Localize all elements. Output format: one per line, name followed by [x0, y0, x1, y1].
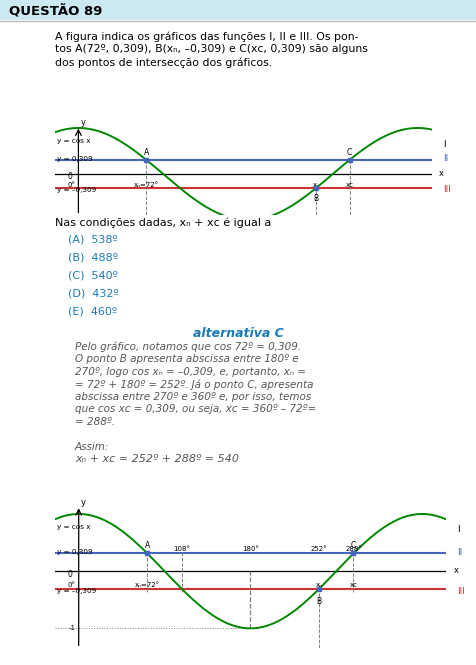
Text: A figura indica os gráficos das funções I, II e III. Os pon-: A figura indica os gráficos das funções … [55, 31, 358, 41]
Text: y = 0,309: y = 0,309 [57, 549, 92, 555]
Text: C: C [350, 541, 356, 550]
Text: tos A(72º, 0,309), B(xₙ, –0,309) e C(xᴄ, 0,309) são alguns: tos A(72º, 0,309), B(xₙ, –0,309) e C(xᴄ,… [55, 44, 367, 54]
Text: III: III [442, 185, 450, 194]
Text: (C)  540º: (C) 540º [68, 270, 118, 280]
Text: alternativa C: alternativa C [192, 327, 283, 340]
Text: x: x [438, 169, 443, 178]
Text: I: I [456, 525, 459, 535]
Text: 270º, logo cos xₙ = –0,309, e, portanto, xₙ =: 270º, logo cos xₙ = –0,309, e, portanto,… [75, 367, 306, 377]
Text: 180°: 180° [241, 546, 258, 553]
Text: y: y [80, 118, 85, 127]
Text: 0: 0 [67, 172, 72, 182]
Text: (A)  538º: (A) 538º [68, 234, 118, 244]
Text: xₙ=72°: xₙ=72° [135, 582, 159, 588]
Text: B: B [316, 597, 321, 606]
Text: y = –0,309: y = –0,309 [57, 588, 96, 595]
Text: Nas condições dadas, xₙ + xᴄ é igual a: Nas condições dadas, xₙ + xᴄ é igual a [55, 217, 271, 227]
Text: (D)  432º: (D) 432º [68, 288, 119, 298]
Text: abscissa entre 270º e 360º e, por isso, temos: abscissa entre 270º e 360º e, por isso, … [75, 392, 311, 402]
Text: y = cos x: y = cos x [57, 523, 90, 529]
Text: II: II [456, 548, 462, 557]
Text: I: I [442, 140, 445, 148]
Text: C: C [347, 148, 352, 157]
Text: 252°: 252° [310, 546, 327, 553]
Text: x: x [453, 565, 457, 575]
Text: Assim:: Assim: [75, 442, 109, 452]
Text: xₙ + xᴄ = 252º + 288º = 540: xₙ + xᴄ = 252º + 288º = 540 [75, 454, 238, 464]
Text: 0°: 0° [68, 582, 76, 588]
Text: xᴄ: xᴄ [345, 182, 353, 188]
Text: y = cos x: y = cos x [57, 138, 90, 144]
Text: y = 0,309: y = 0,309 [57, 156, 92, 162]
Text: = 288º.: = 288º. [75, 417, 115, 427]
Text: 288°: 288° [344, 546, 361, 553]
Text: xᴄ: xᴄ [349, 582, 357, 588]
Text: 0: 0 [67, 570, 72, 579]
Text: -1: -1 [69, 625, 76, 631]
Text: dos pontos de intersecção dos gráficos.: dos pontos de intersecção dos gráficos. [55, 57, 271, 68]
Text: A: A [143, 148, 149, 157]
Text: Pelo gráfico, notamos que cos 72º = 0,309.: Pelo gráfico, notamos que cos 72º = 0,30… [75, 342, 300, 352]
Text: xₙ: xₙ [315, 582, 322, 588]
Text: xₙ: xₙ [312, 182, 318, 188]
Text: 108°: 108° [173, 546, 190, 553]
Text: que cos xᴄ = 0,309, ou seja, xᴄ = 360º – 72º=: que cos xᴄ = 0,309, ou seja, xᴄ = 360º –… [75, 404, 316, 414]
Text: y = –0,309: y = –0,309 [57, 187, 96, 193]
Text: (B)  488º: (B) 488º [68, 252, 118, 262]
Bar [0, 0, 476, 20]
Text: (E)  460º: (E) 460º [68, 306, 117, 316]
Text: = 72º + 180º = 252º. Já o ponto C, apresenta: = 72º + 180º = 252º. Já o ponto C, apres… [75, 380, 313, 390]
Text: y: y [80, 498, 85, 507]
Text: II: II [442, 154, 447, 164]
Text: xₙ=72°: xₙ=72° [133, 182, 159, 188]
Text: QUESTÃO 89: QUESTÃO 89 [9, 4, 102, 17]
Text: 0°: 0° [68, 182, 75, 188]
Text: B: B [313, 194, 317, 203]
Text: A: A [144, 541, 150, 550]
Text: III: III [456, 587, 465, 596]
Text: O ponto B apresenta abscissa entre 180º e: O ponto B apresenta abscissa entre 180º … [75, 354, 298, 364]
